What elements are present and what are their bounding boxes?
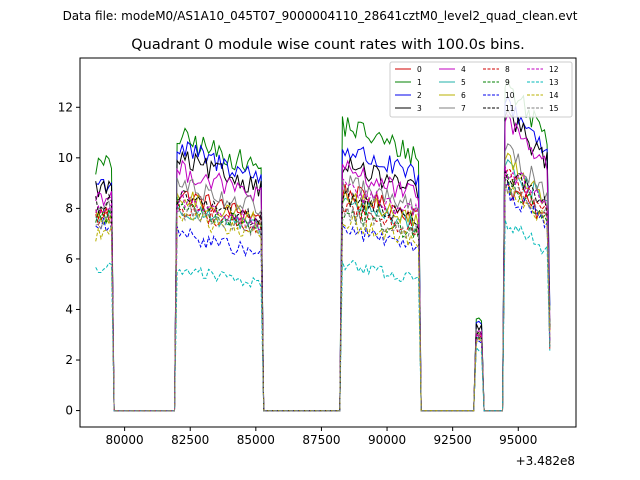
legend-label-5: 5 [461,78,466,87]
x-tick-label: 95000 [499,433,537,447]
legend-label-10: 10 [505,91,515,100]
x-tick-label: 87500 [302,433,340,447]
y-axis: 0 2 4 6 8 10 12 [58,100,80,418]
legend-label-7: 7 [461,104,466,113]
chart-title: Quadrant 0 module wise count rates with … [131,37,525,53]
legend-label-0: 0 [417,65,422,74]
x-tick-label: 90000 [368,433,406,447]
x-offset-label: +3.482e8 [516,454,575,468]
y-tick-label: 4 [65,302,73,316]
legend-label-9: 9 [505,78,510,87]
legend-label-2: 2 [417,91,422,100]
plot-frame [79,57,577,428]
legend-label-15: 15 [549,104,559,113]
y-tick-label: 10 [58,151,73,165]
legend-label-12: 12 [549,65,559,74]
legend-box [389,61,573,118]
x-axis: 80000 82500 85000 87500 90000 92500 95000 [106,427,537,447]
x-tick-label: 80000 [106,433,144,447]
data-file-header: Data file: modeM0/AS1A10_045T07_90000041… [63,9,578,23]
legend-label-8: 8 [505,65,510,74]
legend-label-3: 3 [417,104,422,113]
y-tick-label: 0 [65,404,73,418]
x-tick-label: 92500 [434,433,472,447]
y-tick-label: 12 [58,100,73,114]
series-layer [95,78,551,412]
legend-label-14: 14 [549,91,559,100]
legend-label-11: 11 [505,104,515,113]
legend-label-4: 4 [461,65,466,74]
plot-area [79,57,577,428]
legend-label-13: 13 [549,78,559,87]
x-tick-label: 85000 [237,433,275,447]
y-tick-label: 8 [65,201,73,215]
legend-label-6: 6 [461,91,466,100]
legend-label-1: 1 [417,78,422,87]
y-tick-label: 2 [65,353,73,367]
x-tick-label: 82500 [171,433,209,447]
y-tick-label: 6 [65,252,73,266]
series-line-15 [95,181,551,412]
